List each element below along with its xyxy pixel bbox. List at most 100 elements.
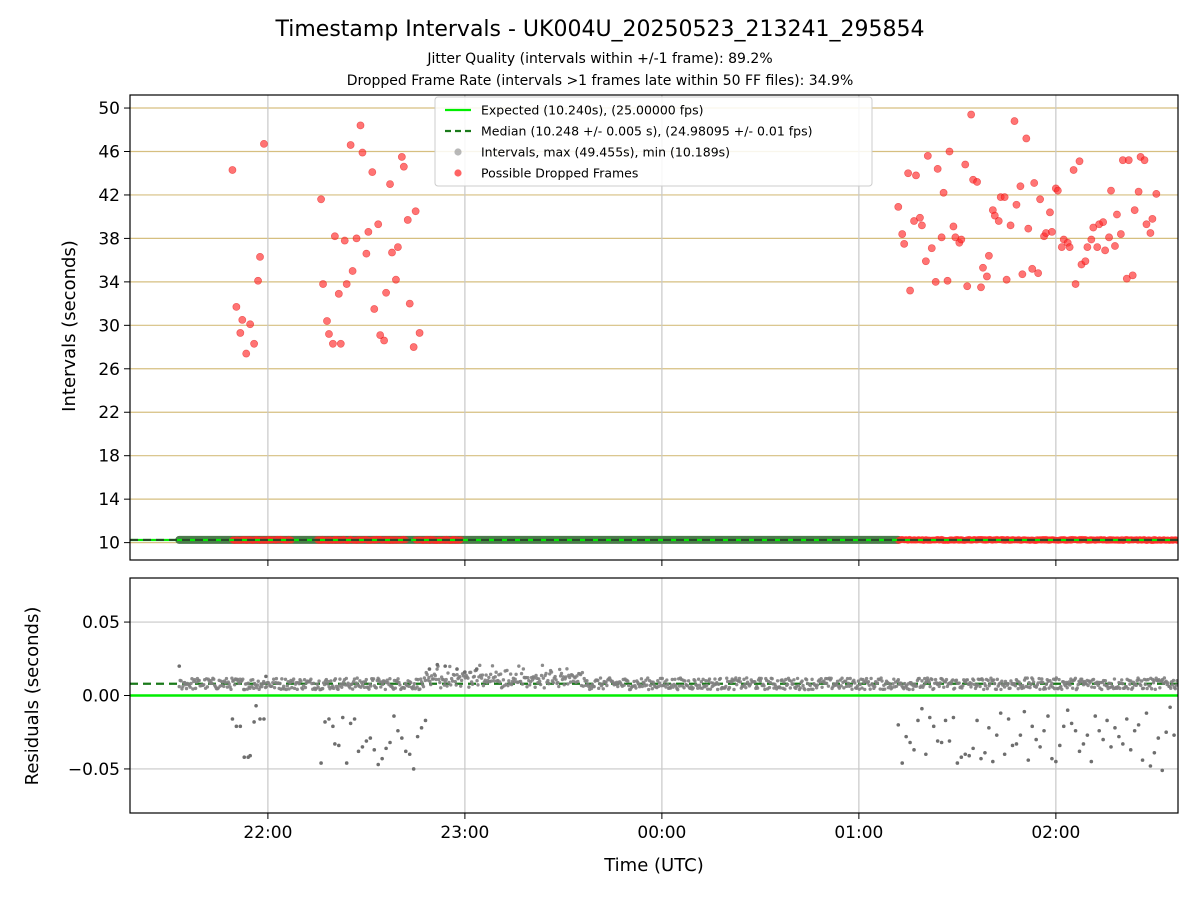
residual-outlier-point (1069, 721, 1074, 726)
residual-point (1141, 686, 1146, 690)
top-y-tick-label: 46 (98, 142, 120, 162)
residual-point (677, 684, 682, 688)
residual-point (179, 679, 183, 683)
residual-point (302, 678, 307, 682)
residual-point (272, 685, 277, 690)
dropped-frame-point (242, 349, 251, 358)
residual-outlier-point (1018, 733, 1023, 737)
residual-outlier-point (403, 749, 408, 754)
residual-point (532, 676, 536, 680)
residual-point (646, 676, 650, 680)
residual-point (803, 687, 807, 692)
residual-point (1070, 686, 1075, 690)
residual-point (811, 687, 815, 691)
residual-point (695, 686, 700, 690)
residual-point (446, 671, 450, 675)
residual-point (271, 677, 276, 681)
residual-outlier-point (376, 762, 381, 767)
residual-point (571, 679, 576, 683)
residual-point (1174, 683, 1178, 687)
residual-point (1139, 683, 1143, 688)
residual-point (869, 676, 873, 681)
residual-outlier-point (935, 739, 940, 743)
top-y-tick-label: 10 (98, 534, 120, 554)
residual-point (824, 681, 829, 686)
residual-point (759, 676, 763, 681)
dropped-frame-point (1000, 193, 1009, 202)
residual-point (202, 682, 206, 687)
residual-outlier-point (1065, 708, 1070, 712)
residual-point (453, 679, 457, 684)
dropped-frame-point (356, 121, 365, 130)
residual-outlier-point (1026, 758, 1031, 762)
residual-outlier-point (947, 739, 952, 743)
dropped-frame-point (957, 235, 966, 244)
residual-point (1031, 680, 1036, 684)
residual-point (224, 676, 229, 681)
residual-outlier-point (1093, 714, 1098, 718)
residual-point (509, 682, 514, 687)
residual-point (271, 680, 275, 685)
residual-point (525, 685, 529, 689)
residual-point (626, 683, 631, 688)
dropped-frame-point (1107, 186, 1115, 195)
residual-point (287, 687, 291, 691)
residual-point (241, 677, 245, 681)
residual-point (1120, 678, 1124, 682)
residual-outlier-point (238, 724, 243, 729)
residual-point (567, 675, 572, 680)
dropped-frame-point (403, 216, 412, 224)
residual-point (920, 679, 924, 683)
residual-outlier-point (368, 736, 373, 740)
residual-outlier-point (1030, 724, 1035, 729)
residual-point (542, 686, 546, 690)
dropped-frame-point (939, 188, 948, 197)
residual-point (842, 686, 846, 690)
residual-point (645, 683, 649, 687)
top-panel-frame (129, 94, 1179, 561)
dropped-frame-point (1036, 195, 1045, 204)
dropped-frame-point (979, 263, 987, 272)
residual-point (177, 684, 181, 689)
residual-point (581, 684, 585, 688)
residual-point (188, 685, 192, 689)
residual-point (487, 675, 491, 680)
residual-point (364, 677, 368, 682)
dropped-frame-point (1130, 206, 1139, 215)
residual-outlier-point (904, 734, 908, 739)
residual-outlier-point (1109, 745, 1113, 749)
dropped-frame-point (1016, 182, 1025, 191)
residual-point (415, 685, 419, 689)
residual-point (985, 686, 990, 691)
residual-point (922, 676, 927, 681)
dropped-frame-point (921, 257, 930, 266)
residual-outlier-point (1038, 745, 1042, 749)
residual-point (914, 684, 919, 688)
dropped-frame-point (961, 160, 970, 169)
residual-point (227, 682, 231, 686)
residual-point (350, 682, 354, 686)
dropped-frame-point (1057, 243, 1066, 252)
dropped-frame-point (973, 178, 981, 186)
residual-point (229, 687, 233, 692)
residual-point (554, 678, 558, 682)
residual-point (412, 681, 417, 686)
residual-outlier-point (967, 753, 971, 758)
residual-point (1065, 686, 1069, 690)
residual-point (845, 676, 850, 681)
residual-point (1068, 683, 1072, 687)
residual-point (423, 678, 428, 683)
dropped-frame-point (364, 227, 373, 236)
residual-point (938, 681, 942, 685)
residual-outlier-point (1101, 737, 1105, 742)
residual-outlier-point (943, 718, 948, 723)
residual-point (860, 686, 864, 690)
residual-point (1100, 687, 1104, 692)
residual-point (419, 680, 424, 684)
residual-point (1047, 686, 1051, 690)
residual-outlier-point (435, 662, 440, 667)
residual-point (222, 684, 226, 689)
residual-point (254, 686, 259, 690)
residual-point (434, 677, 438, 682)
residual-point (732, 687, 736, 692)
